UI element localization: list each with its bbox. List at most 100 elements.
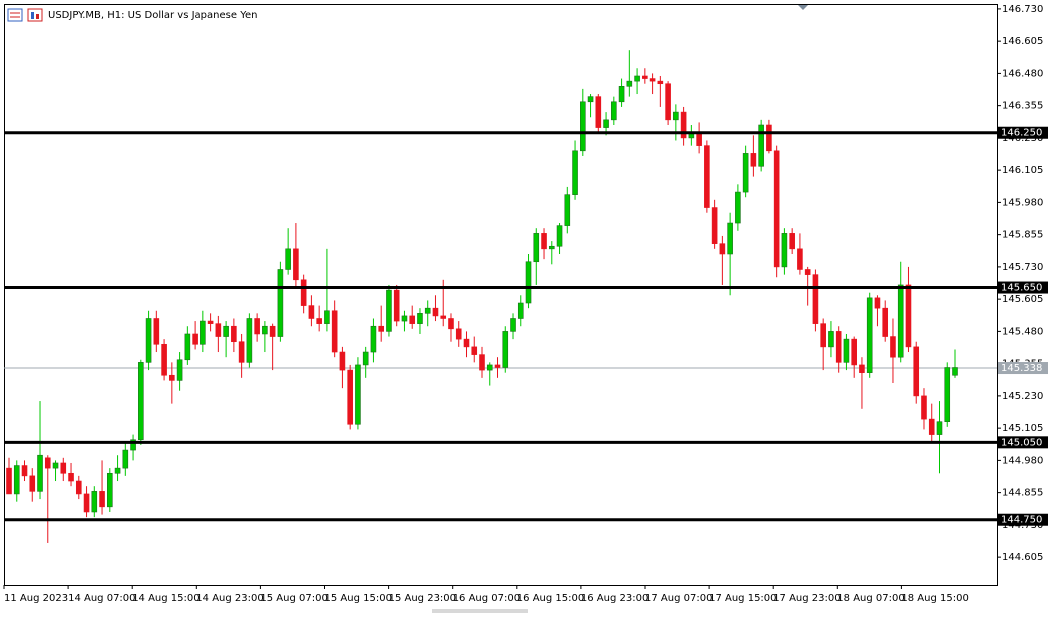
candle-body bbox=[727, 222, 733, 255]
x-tick-label: 16 Aug 15:00 bbox=[517, 593, 584, 604]
candle-body bbox=[665, 83, 671, 121]
scrollbar[interactable] bbox=[432, 609, 528, 613]
level-label: 146.250 bbox=[1001, 128, 1042, 139]
candle-body bbox=[936, 421, 943, 435]
candle-body bbox=[897, 284, 904, 358]
candle-body bbox=[370, 325, 377, 353]
candle-body bbox=[781, 233, 788, 268]
candle-body bbox=[262, 325, 268, 335]
candle-body bbox=[83, 493, 90, 513]
candle-body bbox=[704, 145, 710, 208]
level-label: 145.050 bbox=[1001, 437, 1042, 448]
candle-body bbox=[773, 150, 780, 268]
candle-body bbox=[231, 325, 237, 343]
candle-body bbox=[215, 323, 222, 337]
candle-body bbox=[316, 318, 322, 324]
candle-body bbox=[440, 315, 447, 319]
candle-body bbox=[952, 367, 958, 376]
candle-body bbox=[91, 491, 98, 513]
candle-body bbox=[471, 346, 478, 355]
x-tick-label: 16 Aug 23:00 bbox=[581, 593, 648, 604]
candle-body bbox=[308, 305, 315, 319]
candle-body bbox=[107, 472, 113, 508]
candle-body bbox=[890, 336, 896, 358]
candle-body bbox=[409, 315, 416, 324]
candle-body bbox=[122, 449, 129, 469]
icon-chart[interactable] bbox=[27, 8, 43, 22]
candle-body bbox=[138, 362, 144, 441]
candle-body bbox=[285, 248, 291, 270]
candle-body bbox=[448, 318, 454, 330]
x-tick-label: 17 Aug 07:00 bbox=[645, 593, 712, 604]
candle-body bbox=[572, 150, 578, 195]
shift-marker[interactable] bbox=[798, 5, 808, 10]
icon-list[interactable] bbox=[7, 8, 23, 22]
candle-body bbox=[223, 325, 229, 337]
candle-body bbox=[711, 207, 718, 244]
candle-body bbox=[432, 307, 439, 317]
candle-body bbox=[921, 395, 927, 420]
candle-body bbox=[29, 475, 36, 492]
candle-body bbox=[828, 331, 834, 348]
candle-body bbox=[331, 310, 338, 353]
candle-body bbox=[502, 331, 509, 368]
candle-body bbox=[393, 289, 400, 322]
x-tick-label: 14 Aug 23:00 bbox=[196, 593, 263, 604]
candle-body bbox=[642, 75, 648, 79]
candle-body bbox=[525, 261, 532, 304]
level-box bbox=[998, 513, 1048, 526]
y-tick-label: 145.230 bbox=[1002, 391, 1043, 402]
candle-body bbox=[859, 364, 865, 373]
candle-body bbox=[843, 338, 850, 363]
candle-body bbox=[44, 457, 51, 469]
candle-body bbox=[293, 248, 299, 281]
candle-body bbox=[797, 248, 803, 270]
candle-body bbox=[750, 153, 757, 167]
candle-body bbox=[277, 269, 284, 337]
candle-body bbox=[812, 274, 819, 324]
menu-icons[interactable] bbox=[7, 8, 43, 22]
candle-body bbox=[657, 80, 664, 85]
candle-body bbox=[882, 307, 889, 337]
y-tick-label: 144.605 bbox=[1002, 552, 1043, 563]
candle-body bbox=[835, 331, 842, 363]
candle-body bbox=[6, 467, 12, 495]
y-tick-label: 144.980 bbox=[1002, 455, 1043, 466]
candle-body bbox=[269, 325, 276, 337]
candle-body bbox=[200, 320, 206, 345]
candle-body bbox=[145, 318, 152, 363]
x-tick-label: 18 Aug 07:00 bbox=[837, 593, 904, 604]
candle-body bbox=[114, 467, 121, 474]
y-tick-label: 145.105 bbox=[1002, 423, 1043, 434]
candle-body bbox=[874, 297, 881, 309]
candle-body bbox=[595, 96, 602, 128]
y-tick-label: 146.105 bbox=[1002, 165, 1043, 176]
candle-body bbox=[626, 80, 633, 87]
plot-frame bbox=[4, 4, 998, 586]
icon-bar bbox=[36, 14, 39, 19]
x-tick-label: 16 Aug 07:00 bbox=[453, 593, 520, 604]
y-tick-label: 146.355 bbox=[1002, 101, 1043, 112]
candle-body bbox=[130, 439, 136, 451]
candle-body bbox=[169, 374, 175, 381]
level-box bbox=[998, 436, 1048, 449]
candle-body bbox=[37, 454, 43, 492]
x-tick-label: 14 Aug 07:00 bbox=[68, 593, 135, 604]
candle-body bbox=[618, 85, 625, 103]
candle-body bbox=[386, 289, 392, 332]
y-tick-label: 146.730 bbox=[1002, 4, 1043, 15]
level-label: 144.750 bbox=[1001, 515, 1042, 526]
y-tick-label: 145.605 bbox=[1002, 294, 1043, 305]
candle-body bbox=[696, 132, 702, 146]
candle-body bbox=[928, 418, 935, 435]
candle-body bbox=[75, 480, 82, 495]
level-box bbox=[998, 126, 1048, 139]
candle-body bbox=[417, 313, 423, 324]
candle-body bbox=[300, 279, 307, 306]
candle-body bbox=[944, 367, 951, 422]
candle-body bbox=[510, 318, 516, 332]
candle-body bbox=[766, 124, 772, 152]
candle-body bbox=[517, 302, 524, 319]
y-tick-label: 145.730 bbox=[1002, 262, 1043, 273]
x-tick-label: 18 Aug 15:00 bbox=[901, 593, 968, 604]
